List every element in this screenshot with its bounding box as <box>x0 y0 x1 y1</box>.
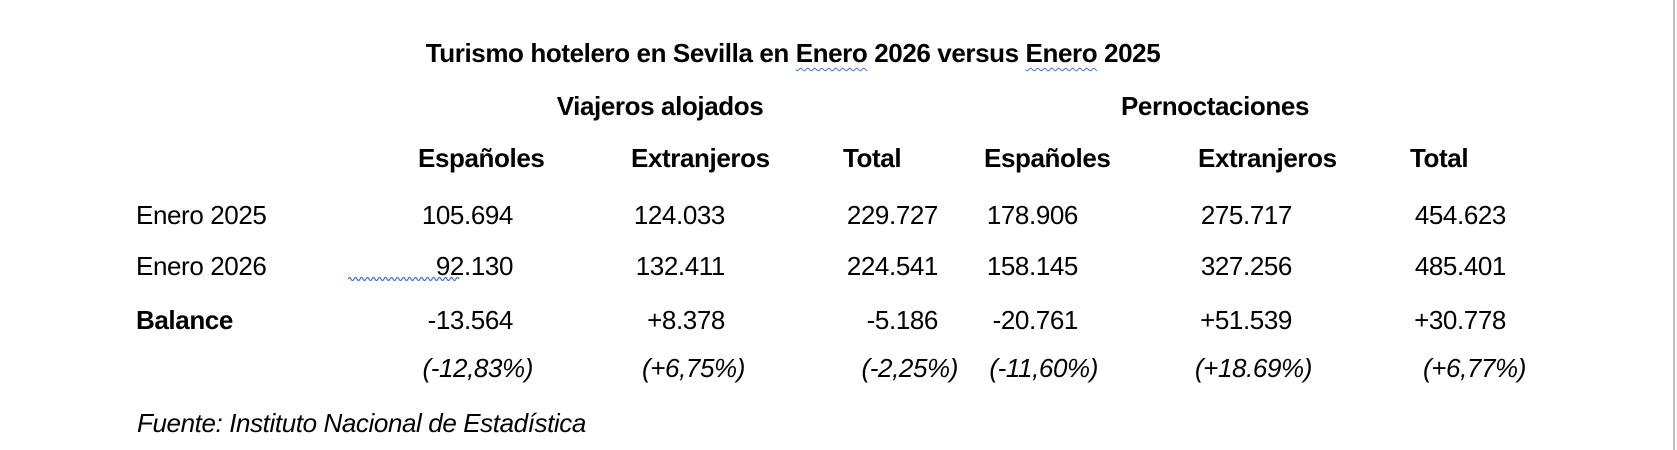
spellcheck-squiggle <box>348 276 460 281</box>
source-note-row: Fuente: Instituto Nacional de Estadístic… <box>0 407 1677 439</box>
table-cell: (+18.69%) <box>1194 353 1312 383</box>
table-cell: 158.145 <box>986 251 1079 281</box>
table-row: Balance -13.564 +8.378 -5.186 -20.761 +5… <box>0 304 1677 336</box>
column-header: Extranjeros <box>1198 143 1337 173</box>
group-header-pernoctaciones: Pernoctaciones <box>1120 91 1310 121</box>
table-cell: +8.378 <box>647 305 725 335</box>
table-cell: 327.256 <box>1200 251 1293 281</box>
row-label: Balance <box>136 305 233 335</box>
column-header: Españoles <box>418 143 545 173</box>
table-cell: (-12,83%) <box>422 353 533 383</box>
table-group-header-row: Viajeros alojados Pernoctaciones <box>0 90 1677 122</box>
table-cell: (+6,75%) <box>641 353 745 383</box>
table-cell: 275.717 <box>1200 200 1293 230</box>
table-cell: 92.130 <box>435 251 514 281</box>
table-cell: +51.539 <box>1200 305 1292 335</box>
table-row: Enero 2025 105.694 124.033 229.727 178.9… <box>0 199 1677 231</box>
table-cell: -13.564 <box>427 305 514 335</box>
table-cell: 178.906 <box>986 200 1079 230</box>
source-note: Fuente: Instituto Nacional de Estadístic… <box>137 408 586 438</box>
table-row: (-12,83%) (+6,75%) (-2,25%) (-11,60%) (+… <box>0 352 1677 384</box>
row-label: Enero 2025 <box>136 200 267 230</box>
page-edge-line <box>1673 0 1675 450</box>
table-row: Enero 2026 92.130 132.411 224.541 158.14… <box>0 250 1677 282</box>
table-cell: 124.033 <box>633 200 726 230</box>
table-cell: 229.727 <box>846 200 939 230</box>
table-cell: 105.694 <box>421 200 514 230</box>
title-text: Turismo hotelero en Sevilla en <box>425 38 796 68</box>
title-text-spellcheck-wavy: Enero <box>795 38 868 68</box>
table-cell: 224.541 <box>846 251 939 281</box>
table-cell: (-11,60%) <box>989 353 1098 383</box>
table-cell: 454.623 <box>1414 200 1507 230</box>
column-header: Total <box>843 143 902 173</box>
group-header-viajeros-alojados: Viajeros alojados <box>556 91 764 121</box>
column-header: Extranjeros <box>631 143 770 173</box>
title-text: 2025 <box>1097 38 1161 68</box>
document-title: Turismo hotelero en Sevilla en Enero 202… <box>426 37 1161 69</box>
column-header: Total <box>1410 143 1469 173</box>
table-cell: +30.778 <box>1414 305 1506 335</box>
row-label: Enero 2026 <box>136 251 267 281</box>
table-cell: -5.186 <box>866 305 939 335</box>
table-cell: 132.411 <box>635 251 726 281</box>
title-text-spellcheck-wavy: Enero <box>1025 38 1098 68</box>
column-header: Españoles <box>984 143 1111 173</box>
table-cell: -20.761 <box>992 305 1079 335</box>
table-column-header-row: Españoles Extranjeros Total Españoles Ex… <box>0 142 1677 174</box>
table-cell: 485.401 <box>1414 251 1507 281</box>
title-text: 2026 versus <box>867 38 1026 68</box>
table-cell: (+6,77%) <box>1422 353 1526 383</box>
table-cell: (-2,25%) <box>861 353 959 383</box>
